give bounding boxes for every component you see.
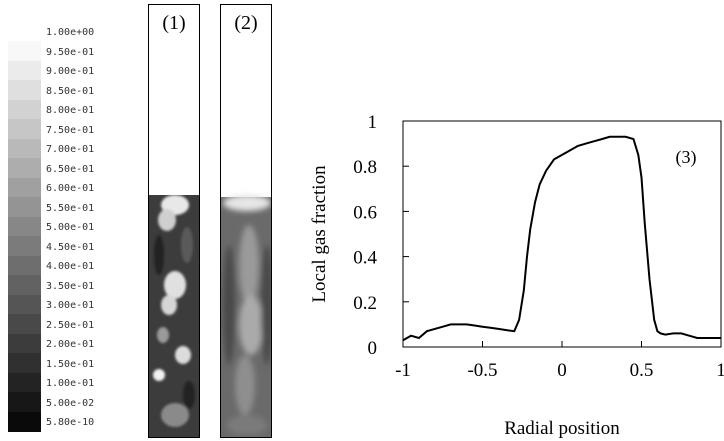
x-axis-ticks: -1 -0.5 0 0.5 1: [395, 341, 724, 381]
colorbar-swatch: [8, 372, 41, 393]
colorbar-label: 8.00e-01: [46, 105, 95, 116]
y-axis-label: Local gas fraction: [309, 165, 330, 303]
colorbar-swatch: [8, 255, 41, 276]
panel-label-2: (2): [234, 12, 258, 34]
colorbar-label: 1.00e+00: [46, 27, 95, 38]
colorbar-swatch: [8, 333, 41, 354]
y-tick-label: 0.4: [353, 248, 377, 269]
colorbar-swatch: [8, 294, 41, 315]
colorbar-swatch: [8, 197, 41, 217]
contour-image-2: [221, 195, 271, 437]
chart-annotation: (3): [676, 147, 697, 168]
colorbar-label: 5.80e-10: [46, 417, 95, 428]
x-tick-label: 1: [716, 360, 724, 381]
line-chart: 0 0.2 0.4 0.6 0.8 1 -1 -0.5 0 0.5 1 (3) Radial po…: [309, 112, 724, 439]
panel-label-1: (1): [162, 12, 186, 34]
colorbar-swatch: [8, 392, 41, 412]
colorbar-swatch: [8, 236, 41, 256]
y-tick-label: 0.2: [353, 293, 377, 314]
colorbar-label: 6.50e-01: [46, 163, 95, 175]
colorbar-label: 1.00e-01: [46, 378, 95, 389]
y-tick-label: 0.8: [353, 157, 377, 178]
colorbar-swatch: [8, 353, 41, 373]
colorbar-swatch: [8, 275, 41, 295]
contour-image-1: [149, 195, 199, 437]
colorbar-swatch: [8, 80, 41, 100]
colorbar-swatch: [8, 314, 41, 334]
x-tick-label: -1: [395, 360, 411, 381]
y-axis-ticks: 0 0.2 0.4 0.6 0.8 1: [353, 112, 409, 359]
x-tick-label: 0.5: [630, 360, 654, 381]
x-tick-label: -0.5: [467, 360, 497, 381]
colorbar-label: 4.50e-01: [46, 241, 95, 253]
colorbar-swatch: [8, 41, 41, 61]
colorbar: [8, 41, 41, 435]
colorbar-label: 5.00e-02: [46, 397, 95, 409]
colorbar-label: 2.00e-01: [46, 339, 95, 350]
colorbar-label: 7.50e-01: [46, 124, 95, 136]
colorbar-label: 6.00e-01: [46, 183, 95, 194]
colorbar-label: 4.00e-01: [46, 261, 95, 272]
colorbar-label: 5.50e-01: [46, 202, 95, 214]
colorbar-swatch: [8, 158, 41, 178]
colorbar-swatch: [8, 99, 41, 120]
colorbar-label: 7.00e-01: [46, 144, 95, 155]
series-line: [402, 135, 721, 342]
colorbar-swatch: [8, 411, 41, 432]
colorbar-label: 9.00e-01: [46, 66, 95, 77]
y-tick-label: 1: [368, 112, 378, 133]
y-tick-label: 0: [368, 338, 378, 359]
colorbar-label: 9.50e-01: [46, 46, 95, 58]
colorbar-swatch: [8, 138, 41, 159]
colorbar-label: 1.50e-01: [46, 358, 95, 370]
colorbar-swatch: [8, 60, 41, 81]
contour-panel-1: (1): [148, 4, 200, 438]
colorbar-swatch: [8, 177, 41, 198]
colorbar-label: 3.50e-01: [46, 280, 95, 292]
colorbar-swatch: [8, 216, 41, 237]
colorbar-swatch: [8, 119, 41, 139]
contour-panel-2: (2): [220, 4, 272, 438]
y-tick-label: 0.6: [353, 202, 377, 223]
colorbar-label: 3.00e-01: [46, 300, 95, 311]
colorbar-label: 5.00e-01: [46, 222, 95, 233]
colorbar-label: 2.50e-01: [46, 319, 95, 331]
x-tick-label: 0: [557, 360, 567, 381]
colorbar-label: 8.50e-01: [46, 85, 95, 97]
x-axis-label: Radial position: [504, 418, 620, 439]
